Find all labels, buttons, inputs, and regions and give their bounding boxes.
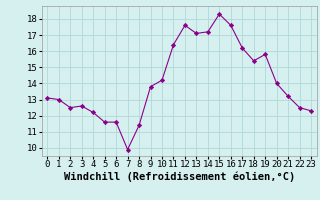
X-axis label: Windchill (Refroidissement éolien,°C): Windchill (Refroidissement éolien,°C) — [64, 172, 295, 182]
